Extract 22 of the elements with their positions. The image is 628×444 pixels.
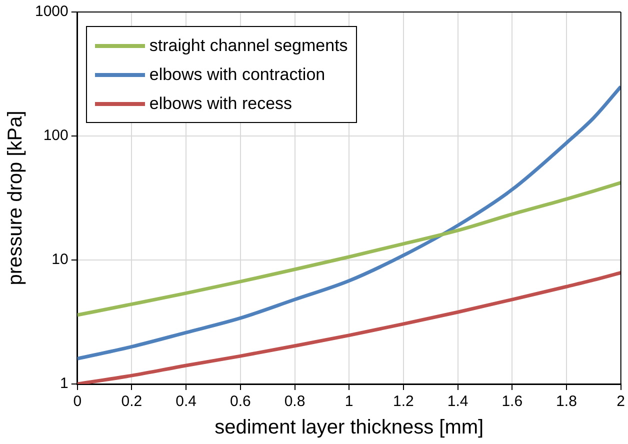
x-tick-label: 1.8 [556, 393, 577, 410]
x-tick-label: 0 [73, 393, 82, 410]
x-tick-label: 0.6 [230, 393, 251, 410]
y-axis-title: pressure drop [kPa] [4, 110, 27, 286]
line-series [77, 180, 621, 317]
x-tick-label: 1 [344, 393, 354, 410]
y-tick-label: 10 [52, 251, 68, 268]
x-axis-title: sediment layer thickness [mm] [214, 416, 484, 439]
y-tick-label: 1 [60, 375, 68, 392]
x-tick-label: 0.2 [121, 393, 142, 410]
x-tick-label: 1.2 [393, 393, 414, 410]
legend-label: straight channel segments [149, 36, 348, 56]
x-tick-label: 0.8 [284, 393, 306, 410]
x-tick-label: 0.4 [176, 393, 196, 410]
legend-label: elbows with contraction [149, 64, 326, 84]
x-tick-label: 2 [616, 393, 625, 410]
legend-label: elbows with recess [149, 94, 292, 114]
y-tick-label: 1000 [34, 3, 68, 20]
y-tick-label: 100 [43, 127, 68, 144]
line-series [77, 84, 621, 360]
x-tick-label: 1.6 [502, 393, 523, 410]
x-tick-label: 1.4 [447, 393, 468, 410]
